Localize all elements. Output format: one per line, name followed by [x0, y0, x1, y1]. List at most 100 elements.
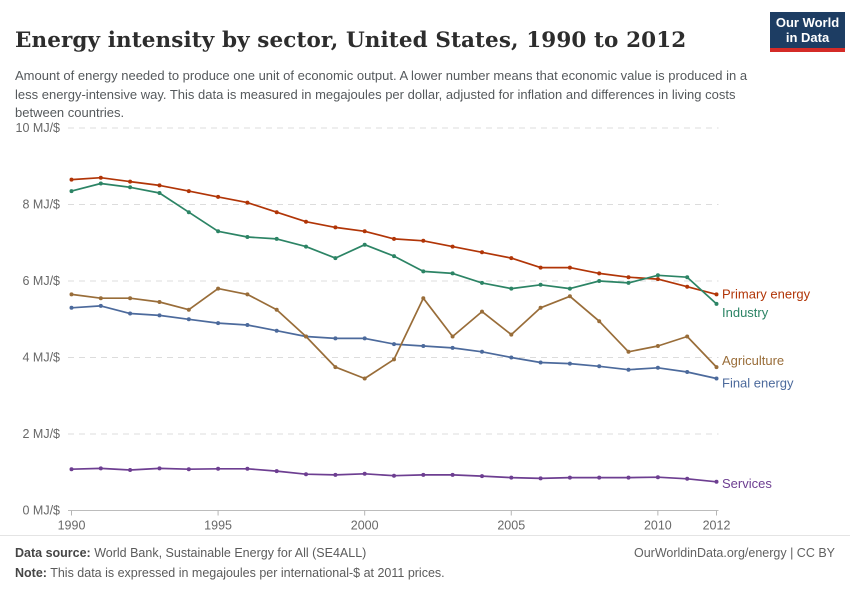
x-axis-tick-label: 2010 — [644, 519, 672, 533]
series-point-final-energy-1994 — [186, 317, 191, 322]
series-point-services-2003 — [450, 472, 455, 477]
series-label-primary-energy[interactable]: Primary energy — [722, 286, 811, 301]
series-point-industry-2011 — [685, 275, 690, 280]
series-point-final-energy-2007 — [567, 361, 572, 366]
note-label: Note: — [15, 566, 47, 580]
datasource-label: Data source: — [15, 546, 91, 560]
series-point-primary-energy-1995 — [216, 194, 221, 199]
series-line-industry[interactable] — [71, 182, 718, 305]
series-line-agriculture[interactable] — [71, 287, 718, 380]
series-point-industry-1995 — [216, 229, 221, 234]
series-point-services-1998 — [304, 472, 308, 477]
series-point-primary-energy-1998 — [304, 219, 308, 224]
series-point-industry-2008 — [597, 279, 602, 283]
series-label-industry[interactable]: Industry — [722, 305, 769, 320]
series-point-services-2001 — [392, 473, 396, 478]
series-point-services-2010 — [655, 475, 660, 480]
series-point-industry-1996 — [245, 235, 250, 239]
series-point-services-2005 — [509, 475, 514, 480]
series-point-services-2004 — [480, 474, 484, 479]
series-point-industry-1991 — [98, 181, 103, 186]
note-text: Note: This data is expressed in megajoul… — [15, 566, 445, 580]
series-point-primary-energy-2009 — [626, 275, 631, 280]
series-point-agriculture-1998 — [304, 334, 308, 339]
series-point-industry-1998 — [304, 244, 308, 249]
series-point-industry-2006 — [538, 282, 543, 287]
series-point-agriculture-2012 — [714, 365, 719, 370]
series-point-services-1996 — [245, 466, 250, 471]
series-point-industry-1997 — [274, 236, 279, 241]
series-point-primary-energy-1994 — [186, 189, 191, 194]
series-point-industry-2010 — [655, 273, 660, 278]
series-line-primary-energy[interactable] — [71, 176, 717, 296]
series-point-primary-energy-2010 — [655, 277, 660, 282]
series-point-agriculture-2004 — [480, 309, 484, 314]
series-point-services-2011 — [685, 476, 690, 481]
series-point-services-1992 — [128, 468, 133, 472]
series-point-primary-energy-2005 — [509, 256, 514, 261]
series-point-agriculture-2009 — [626, 349, 631, 354]
series-point-agriculture-1992 — [128, 296, 133, 301]
series-point-industry-2001 — [392, 254, 396, 259]
owid-logo-line1: Our World — [775, 15, 840, 30]
series-point-primary-energy-2003 — [450, 244, 455, 249]
series-point-industry-2005 — [509, 286, 514, 291]
y-axis-tick-label: 6 MJ/$ — [22, 274, 60, 288]
owid-link[interactable]: OurWorldinData.org/energy | CC BY — [633, 546, 835, 560]
page-subtitle: Amount of energy needed to produce one u… — [15, 68, 748, 121]
series-point-services-2009 — [626, 475, 631, 480]
series-point-industry-2009 — [626, 280, 631, 285]
series-point-industry-2012 — [714, 301, 719, 306]
series-point-industry-1992 — [128, 185, 133, 190]
series-point-industry-1999 — [333, 256, 338, 261]
series-point-agriculture-1990 — [69, 292, 74, 297]
x-axis-tick-label: 1995 — [204, 519, 232, 533]
owid-logo[interactable]: Our World in Data — [770, 12, 845, 52]
series-point-services-1993 — [157, 466, 162, 471]
series-label-services[interactable]: Services — [722, 476, 772, 491]
series-point-final-energy-1993 — [157, 313, 162, 318]
series-point-industry-2003 — [450, 271, 455, 276]
series-point-services-2008 — [597, 475, 602, 480]
x-axis-tick-label: 2005 — [497, 519, 525, 533]
series-point-final-energy-1990 — [69, 305, 74, 310]
series-point-services-1999 — [333, 472, 338, 477]
series-point-final-energy-2002 — [421, 344, 426, 348]
series-point-primary-energy-2001 — [392, 236, 396, 241]
series-point-final-energy-2010 — [655, 365, 660, 370]
line-chart-canvas: 0 MJ/$ 2 MJ/$ 4 MJ/$ 6 MJ/$ 8 MJ/$ 10 MJ/$ 199… — [16, 121, 811, 533]
series-point-final-energy-1992 — [128, 311, 133, 316]
series-point-primary-energy-2011 — [685, 284, 690, 289]
series-label-final-energy[interactable]: Final energy — [722, 376, 794, 391]
series-point-industry-2000 — [362, 242, 367, 247]
series-point-industry-2004 — [480, 280, 484, 285]
series-point-services-1994 — [186, 467, 191, 472]
series-point-final-energy-2011 — [685, 370, 690, 374]
series-point-services-2006 — [538, 476, 543, 481]
series-point-agriculture-1997 — [274, 307, 279, 312]
series-point-agriculture-2010 — [655, 344, 660, 348]
series-point-services-2012 — [714, 479, 719, 484]
series-point-services-2002 — [421, 472, 426, 477]
datasource-value: World Bank, Sustainable Energy for All (… — [90, 546, 367, 560]
series-point-primary-energy-1992 — [128, 179, 133, 184]
series-point-agriculture-2007 — [567, 294, 572, 299]
x-axis-tick-label: 2000 — [351, 519, 379, 533]
series-point-agriculture-2001 — [392, 357, 396, 362]
note-value: This data is expressed in megajoules per… — [46, 566, 445, 580]
series-point-primary-energy-1990 — [69, 177, 74, 182]
owid-logo-line2: in Data — [785, 30, 830, 45]
series-point-services-1997 — [274, 469, 279, 474]
series-point-final-energy-1995 — [216, 321, 221, 326]
series-point-primary-energy-1996 — [245, 200, 250, 205]
page-title: Energy intensity by sector, United State… — [15, 28, 687, 54]
series-point-industry-1990 — [69, 189, 74, 194]
series-point-final-energy-2003 — [450, 345, 455, 350]
series-point-final-energy-2001 — [392, 342, 396, 347]
series-label-agriculture[interactable]: Agriculture — [722, 353, 784, 368]
series-point-agriculture-1993 — [157, 300, 162, 304]
series-point-primary-energy-1993 — [157, 183, 162, 188]
series-point-primary-energy-2012 — [714, 292, 719, 297]
series-point-primary-energy-2000 — [362, 229, 367, 234]
